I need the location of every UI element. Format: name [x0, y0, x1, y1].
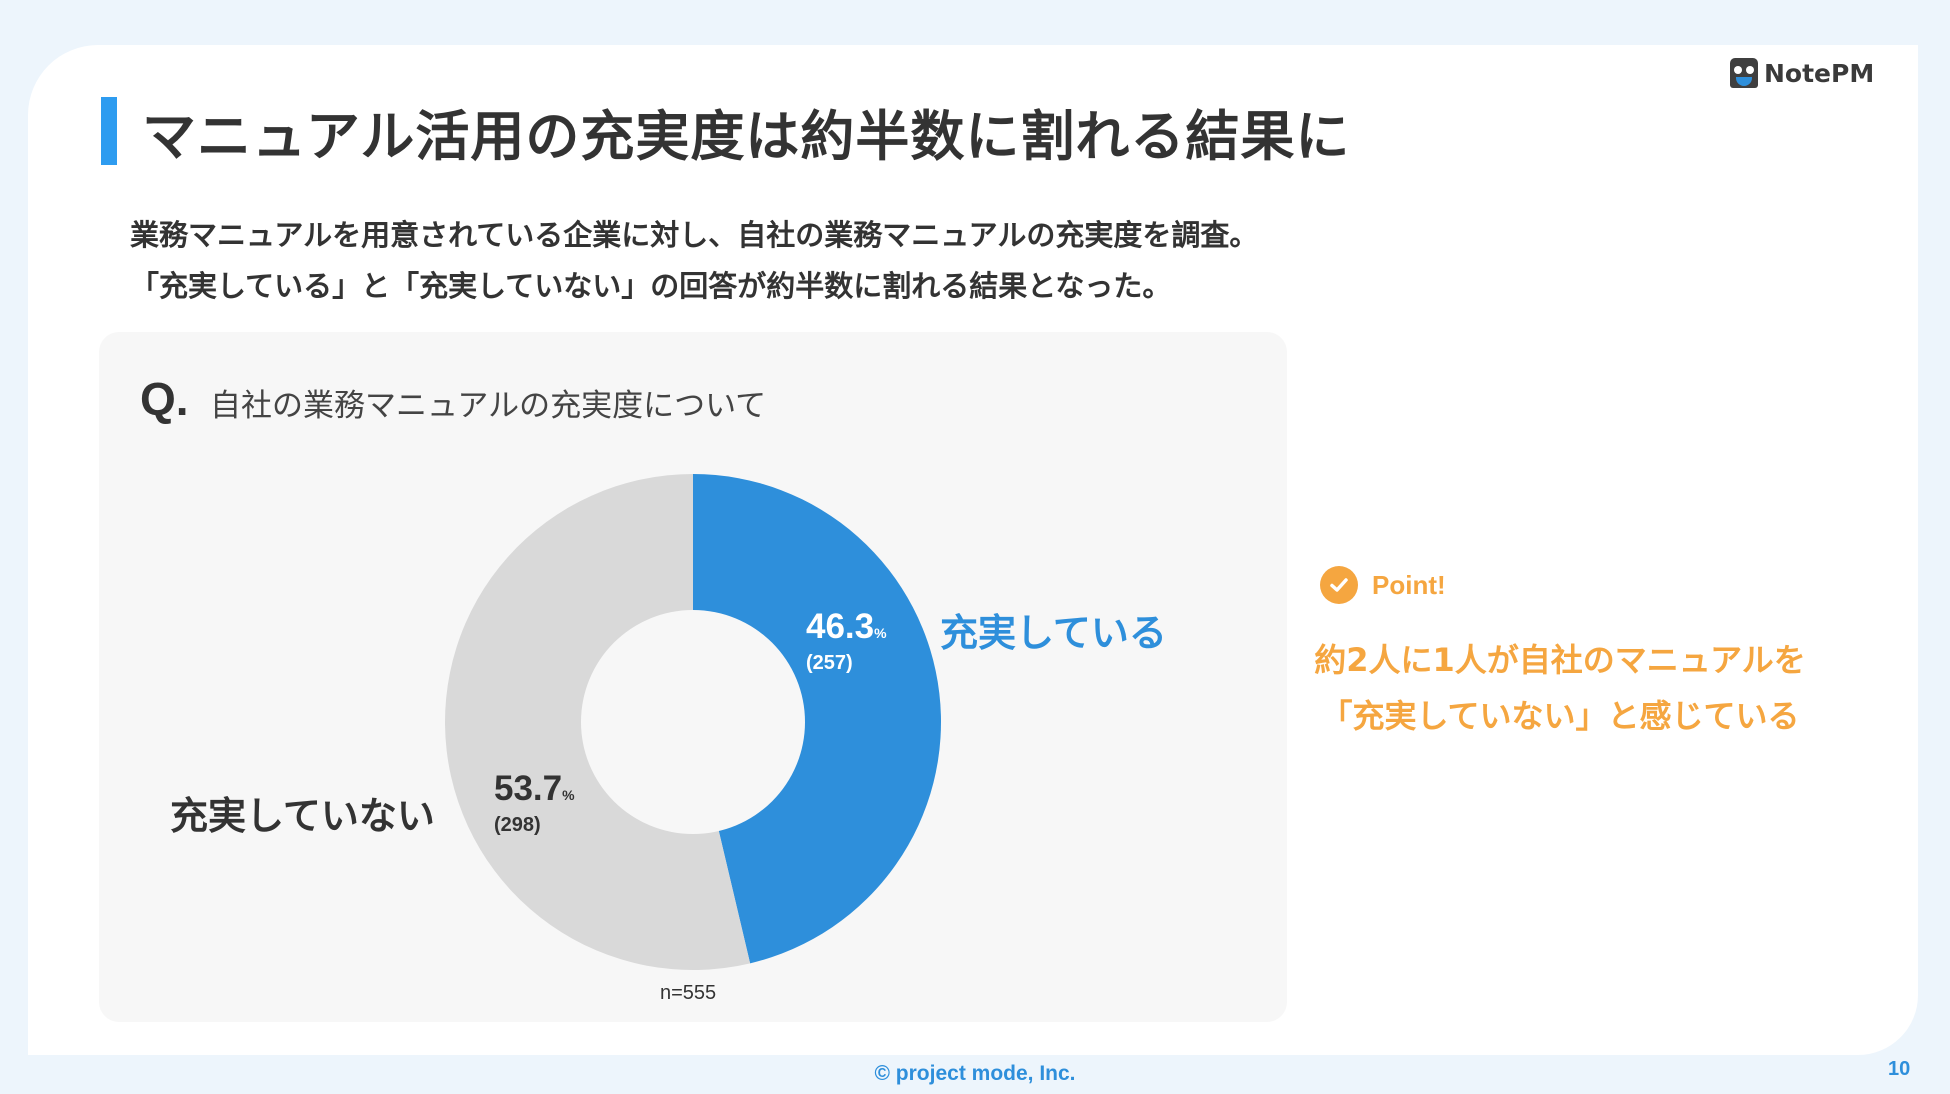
slice-no-label: 充実していない: [170, 794, 435, 838]
check-circle-icon: [1320, 566, 1358, 604]
point-line-1: 約2人に1人が自社のマニュアルを: [1314, 641, 1806, 679]
copyright: © project mode, Inc.: [874, 1062, 1076, 1085]
slice-no-percent: 53.7%: [494, 769, 575, 808]
slice-yes: [693, 474, 941, 964]
point-body: 約2人に1人が自社のマニュアルを 「充実していない」と感じている: [1310, 632, 1810, 744]
slice-yes-percent: 46.3%: [806, 607, 887, 646]
sample-size-label: n=555: [660, 982, 717, 1004]
description-line-2: 「充実している」と「充実していない」の回答が約半数に割れる結果となった。: [130, 269, 1172, 303]
slice-yes-label: 充実している: [940, 611, 1167, 655]
owl-logo-icon: [1730, 58, 1758, 88]
point-label: Point!: [1372, 569, 1446, 600]
question-mark: Q.: [140, 373, 189, 425]
point-header: Point!: [1320, 566, 1446, 604]
description-line-1: 業務マニュアルを用意されている企業に対し、自社の業務マニュアルの充実度を調査。: [130, 218, 1259, 252]
title-accent-bar: [101, 97, 117, 165]
point-line-2: 「充実していない」と感じている: [1320, 697, 1800, 735]
notepm-logo: NotePM: [1730, 58, 1874, 88]
question-text: 自社の業務マニュアルの充実度について: [210, 388, 767, 424]
donut-hole: [581, 610, 805, 834]
slide-title: マニュアル活用の充実度は約半数に割れる結果に: [142, 105, 1351, 168]
page-number: 10: [1888, 1058, 1911, 1080]
slice-yes-count: (257): [806, 652, 853, 674]
slice-no-count: (298): [494, 814, 541, 836]
logo-text: NotePM: [1764, 58, 1875, 88]
slide-description: 業務マニュアルを用意されている企業に対し、自社の業務マニュアルの充実度を調査。 …: [130, 210, 1258, 312]
